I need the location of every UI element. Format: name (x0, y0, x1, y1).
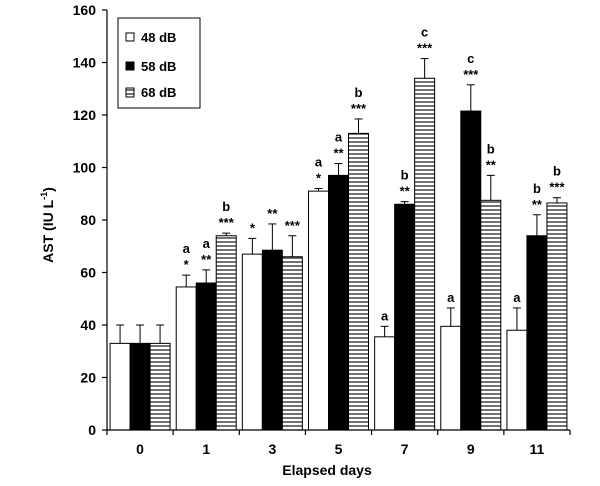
legend-swatch-68db (125, 87, 135, 98)
bar-68db-day-0 (149, 342, 171, 431)
annotation-68db-day-5-0: *** (351, 101, 367, 116)
x-tick-label-1: 1 (202, 441, 210, 457)
annotation-48db-day-11-0: a (513, 290, 521, 305)
y-tick-label-100: 100 (73, 160, 97, 176)
bar-68db-day-5 (348, 132, 369, 431)
annotation-68db-day-9-0: ** (486, 157, 497, 172)
y-tick-label-160: 160 (73, 2, 97, 18)
x-tick-label-7: 7 (401, 441, 409, 457)
bar-48db-day-1 (175, 286, 197, 431)
bar-48db-day-5 (308, 190, 329, 431)
bar-58db-day-11 (526, 235, 548, 431)
annotation-68db-day-11-0: *** (549, 180, 565, 195)
bar-68db-day-9 (480, 199, 502, 431)
annotation-48db-day-7-0: a (381, 308, 389, 323)
bar-48db-day-9 (440, 325, 462, 431)
x-axis-title: Elapsed days (282, 462, 372, 478)
x-tick-label-3: 3 (268, 441, 276, 457)
annotation-68db-day-7-0: *** (417, 41, 433, 56)
annotation-58db-day-9-0: *** (463, 67, 479, 82)
y-tick-label-120: 120 (73, 107, 97, 123)
annotation-58db-day-7-0: ** (400, 184, 411, 199)
annotation-68db-day-3-0: *** (285, 218, 301, 233)
annotation-48db-day-5-1: a (315, 155, 323, 170)
y-tick-label-80: 80 (80, 212, 96, 228)
bar-58db-day-1 (195, 282, 217, 431)
annotation-48db-day-1-1: a (183, 241, 191, 256)
y-tick-label-140: 140 (73, 55, 97, 71)
annotation-68db-day-1-1: b (222, 199, 230, 214)
annotation-58db-day-5-1: a (335, 130, 343, 145)
annotation-48db-day-3-0: * (250, 220, 256, 235)
legend-label-68db: 68 dB (141, 85, 176, 100)
annotation-58db-day-1-0: ** (201, 252, 212, 267)
bar-48db-day-3 (241, 253, 263, 431)
x-tick-label-9: 9 (467, 441, 475, 457)
bar-48db-day-0 (109, 342, 131, 431)
annotation-58db-day-7-1: b (401, 168, 409, 183)
annotation-58db-day-1-1: a (203, 236, 211, 251)
y-tick-label-40: 40 (80, 317, 96, 333)
y-tick-label-0: 0 (88, 422, 96, 438)
y-axis-title: AST (IU L-1) (39, 187, 56, 263)
legend-swatch-48db (125, 32, 135, 42)
y-tick-label-20: 20 (80, 370, 96, 386)
legend-label-48db: 48 dB (141, 30, 176, 45)
y-tick-label-60: 60 (80, 265, 96, 281)
x-tick-label-11: 11 (530, 441, 545, 457)
annotation-68db-day-9-1: b (487, 141, 495, 156)
x-tick-label-5: 5 (335, 441, 343, 457)
annotation-68db-day-7-1: c (421, 25, 428, 40)
legend: 48 dB 58 dB 68 dB (117, 17, 201, 109)
bar-58db-day-0 (129, 342, 151, 431)
legend-label-58db: 58 dB (141, 59, 176, 74)
annotation-58db-day-11-0: ** (532, 197, 543, 212)
annotation-58db-day-9-1: c (467, 51, 474, 66)
bar-58db-day-7 (394, 203, 416, 431)
annotation-58db-day-5-0: ** (333, 146, 344, 161)
bar-68db-day-11 (546, 202, 568, 431)
annotation-48db-day-9-0: a (447, 290, 455, 305)
bar-68db-day-1 (215, 235, 237, 431)
annotation-58db-day-11-1: b (533, 181, 541, 196)
bar-68db-day-7 (414, 77, 436, 431)
annotation-68db-day-1-0: *** (219, 215, 235, 230)
annotation-48db-day-1-0: * (184, 257, 190, 272)
bar-58db-day-3 (261, 249, 283, 431)
annotation-58db-day-3-0: ** (267, 206, 278, 221)
bar-68db-day-3 (281, 256, 303, 431)
bar-48db-day-7 (374, 336, 396, 431)
bar-58db-day-9 (460, 110, 482, 431)
annotation-48db-day-5-0: * (316, 171, 322, 186)
annotation-68db-day-5-1: b (355, 85, 363, 100)
x-tick-label-0: 0 (136, 441, 144, 457)
annotation-68db-day-11-1: b (553, 164, 561, 179)
bar-48db-day-11 (506, 329, 528, 431)
bar-58db-day-5 (328, 174, 349, 431)
legend-swatch-58db (125, 61, 135, 71)
